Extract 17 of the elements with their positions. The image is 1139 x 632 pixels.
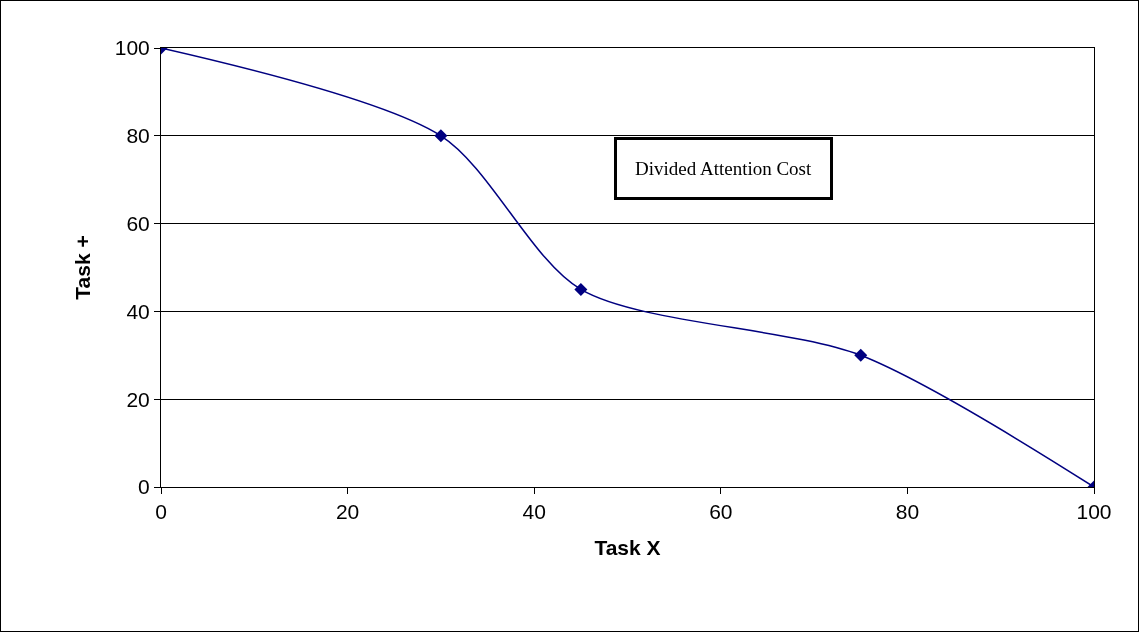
x-tick-label: 100 [1076, 500, 1112, 524]
x-tick-label: 20 [335, 500, 360, 524]
x-tick-label: 40 [522, 500, 546, 524]
x-axis-title: Task X [594, 536, 661, 560]
x-tick-label: 0 [155, 500, 167, 524]
y-tick-label: 60 [126, 211, 150, 235]
y-tick-label: 100 [114, 36, 150, 60]
point [574, 282, 588, 296]
y-axis-title: Task + [70, 235, 94, 300]
x-tick-label: 80 [895, 500, 920, 524]
point [434, 129, 448, 143]
y-tick-label: 40 [126, 299, 150, 323]
y-tick-label: 80 [126, 124, 150, 148]
x-tick-label: 60 [709, 500, 733, 524]
y-tick-label: 20 [126, 387, 150, 411]
y-tick-label: 0 [138, 475, 150, 499]
annotation: Divided Attention Cost [635, 158, 812, 179]
